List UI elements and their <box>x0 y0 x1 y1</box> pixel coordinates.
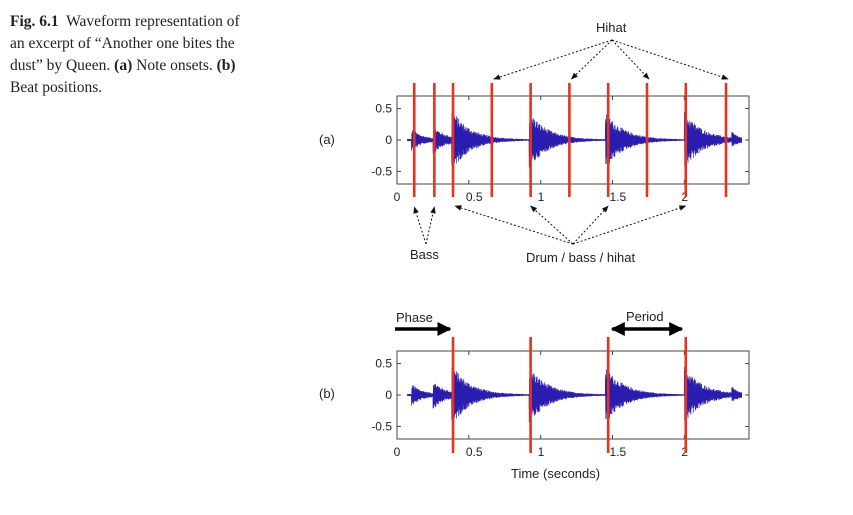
caption-a-text: Note onsets. <box>136 57 213 74</box>
hihat-arrow <box>493 39 613 80</box>
panel-a-plot: (a) Hihat Bass Drum / bass / hihat 0.50-… <box>319 20 750 265</box>
x-axis-label: Time (seconds) <box>511 466 600 481</box>
caption-b-label: (b) <box>216 57 236 74</box>
drum-arrow <box>572 205 609 245</box>
y-tick-label: 0 <box>385 388 392 402</box>
drum-arrow <box>572 205 687 245</box>
figure-number: Fig. 6.1 <box>10 13 59 30</box>
x-tick-label: 1 <box>538 190 545 204</box>
y-tick-label: 0.5 <box>375 357 392 371</box>
period-annotation-label: Period <box>626 309 664 324</box>
panel-b-label: (b) <box>319 386 335 401</box>
y-tick-label: -0.5 <box>371 419 392 433</box>
y-tick-label: 0.5 <box>375 102 392 116</box>
waveform-trace <box>406 367 743 423</box>
hihat-arrow <box>611 39 650 80</box>
hihat-arrow <box>570 39 613 80</box>
y-tick-label: 0 <box>385 133 392 147</box>
bass-arrow <box>413 206 427 245</box>
caption-b-text: Beat positions. <box>10 79 103 96</box>
bass-annotation-label: Bass <box>410 247 439 262</box>
caption-a-label: (a) <box>114 57 133 74</box>
x-tick-label: 1.5 <box>610 190 627 204</box>
x-tick-label: 0 <box>394 190 401 204</box>
waveform-trace <box>406 112 743 168</box>
panel-a-label: (a) <box>319 132 335 147</box>
x-tick-label: 1.5 <box>610 445 627 459</box>
x-tick-label: 0 <box>394 445 401 459</box>
x-tick-label: 1 <box>538 445 545 459</box>
figure-caption: Fig. 6.1 Waveform representation of an e… <box>10 11 246 99</box>
x-tick-label: 0.5 <box>466 445 483 459</box>
hihat-annotation-label: Hihat <box>596 20 627 35</box>
y-tick-label: -0.5 <box>371 164 392 178</box>
x-tick-label: 0.5 <box>466 190 483 204</box>
drum-arrow <box>530 205 574 245</box>
drum-bass-hihat-annotation-label: Drum / bass / hihat <box>526 250 635 265</box>
phase-annotation-label: Phase <box>396 310 433 325</box>
panel-b-plot: (b) Phase Period Time (seconds) 0.50-0.5… <box>319 309 750 481</box>
bass-arrow <box>425 206 436 245</box>
hihat-arrow <box>611 39 729 80</box>
caption-text: Waveform representation of an excerpt of… <box>10 13 240 74</box>
drum-arrow <box>454 205 574 245</box>
